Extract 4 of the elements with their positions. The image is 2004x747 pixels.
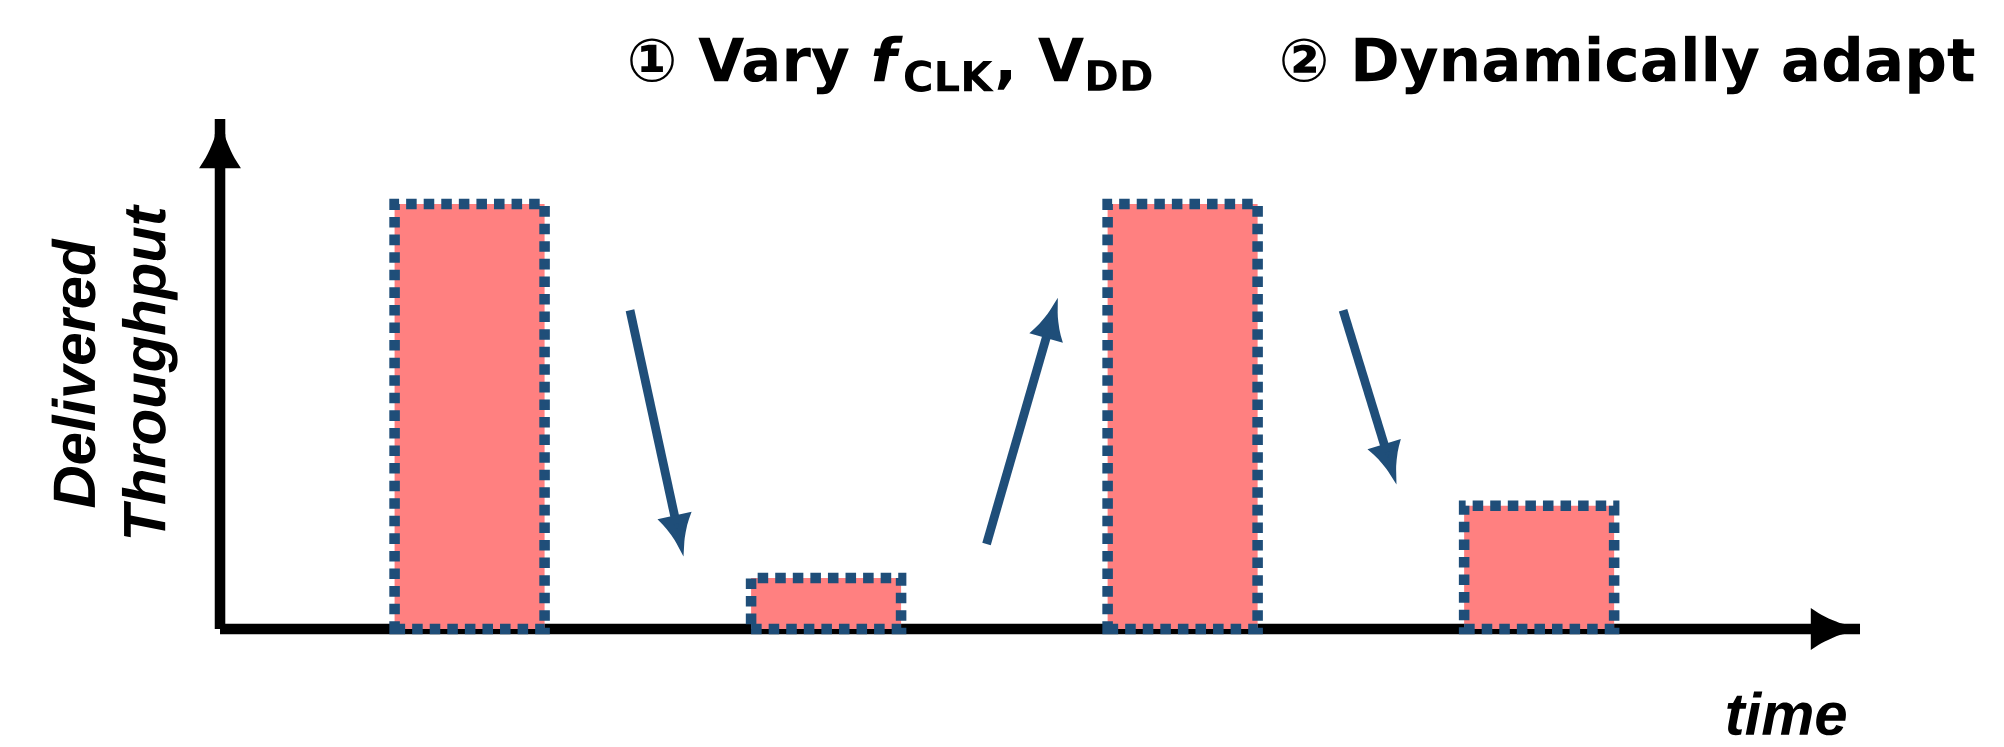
text: ① Vary f$_{CLK}$, V$_{DD}$ — [630, 35, 1152, 95]
text: ② Dynamically adapt — [1282, 35, 1975, 95]
x-axis-title: time — [1727, 691, 1846, 736]
y-axis-title: Delivered Throughput — [51, 204, 178, 538]
